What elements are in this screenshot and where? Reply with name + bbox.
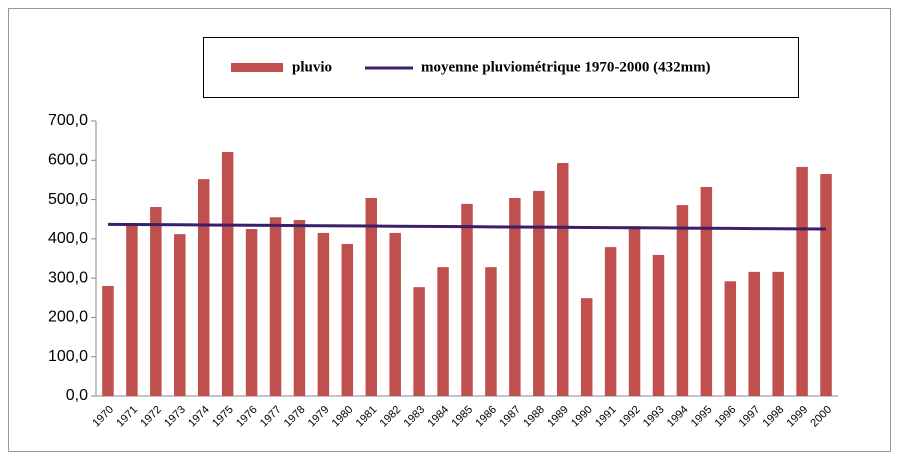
legend-swatch bbox=[231, 63, 283, 72]
y-tick-label: 600,0 bbox=[48, 152, 88, 169]
bar bbox=[461, 203, 473, 396]
bar bbox=[365, 198, 378, 396]
bar bbox=[126, 225, 138, 396]
bar bbox=[293, 220, 306, 396]
bar bbox=[485, 267, 497, 396]
bar bbox=[796, 166, 808, 396]
bar bbox=[652, 254, 665, 396]
y-tick-label: 700,0 bbox=[48, 112, 88, 129]
bar bbox=[700, 187, 713, 396]
y-tick-label: 0,0 bbox=[66, 387, 88, 404]
bar bbox=[389, 232, 401, 396]
bar bbox=[820, 174, 832, 396]
bar bbox=[772, 271, 784, 396]
bar bbox=[724, 281, 737, 396]
bar bbox=[413, 287, 425, 396]
y-tick-label: 100,0 bbox=[48, 348, 88, 365]
y-tick-label: 200,0 bbox=[48, 309, 88, 326]
bar bbox=[509, 198, 521, 396]
bar bbox=[676, 205, 689, 396]
legend-label: pluvio bbox=[292, 59, 332, 75]
bar bbox=[437, 267, 449, 396]
legend-box bbox=[203, 37, 799, 98]
bar bbox=[604, 247, 617, 396]
bar bbox=[269, 217, 282, 396]
bar bbox=[341, 243, 354, 396]
bar bbox=[580, 298, 593, 396]
bar bbox=[174, 234, 186, 396]
y-tick-label: 300,0 bbox=[48, 269, 88, 286]
bar bbox=[221, 152, 234, 396]
line bbox=[107, 222, 827, 231]
y-tick-label: 500,0 bbox=[48, 191, 88, 208]
bar bbox=[748, 271, 760, 396]
bar bbox=[317, 232, 330, 396]
y-tick-label: 400,0 bbox=[48, 230, 88, 247]
bar bbox=[245, 229, 258, 396]
bar bbox=[556, 163, 569, 396]
legend-label: moyenne pluviométrique 1970-2000 (432mm) bbox=[421, 59, 711, 75]
bar bbox=[150, 207, 162, 396]
bar bbox=[628, 226, 641, 396]
bar bbox=[533, 190, 545, 396]
bar bbox=[102, 286, 114, 396]
bar bbox=[197, 179, 210, 396]
